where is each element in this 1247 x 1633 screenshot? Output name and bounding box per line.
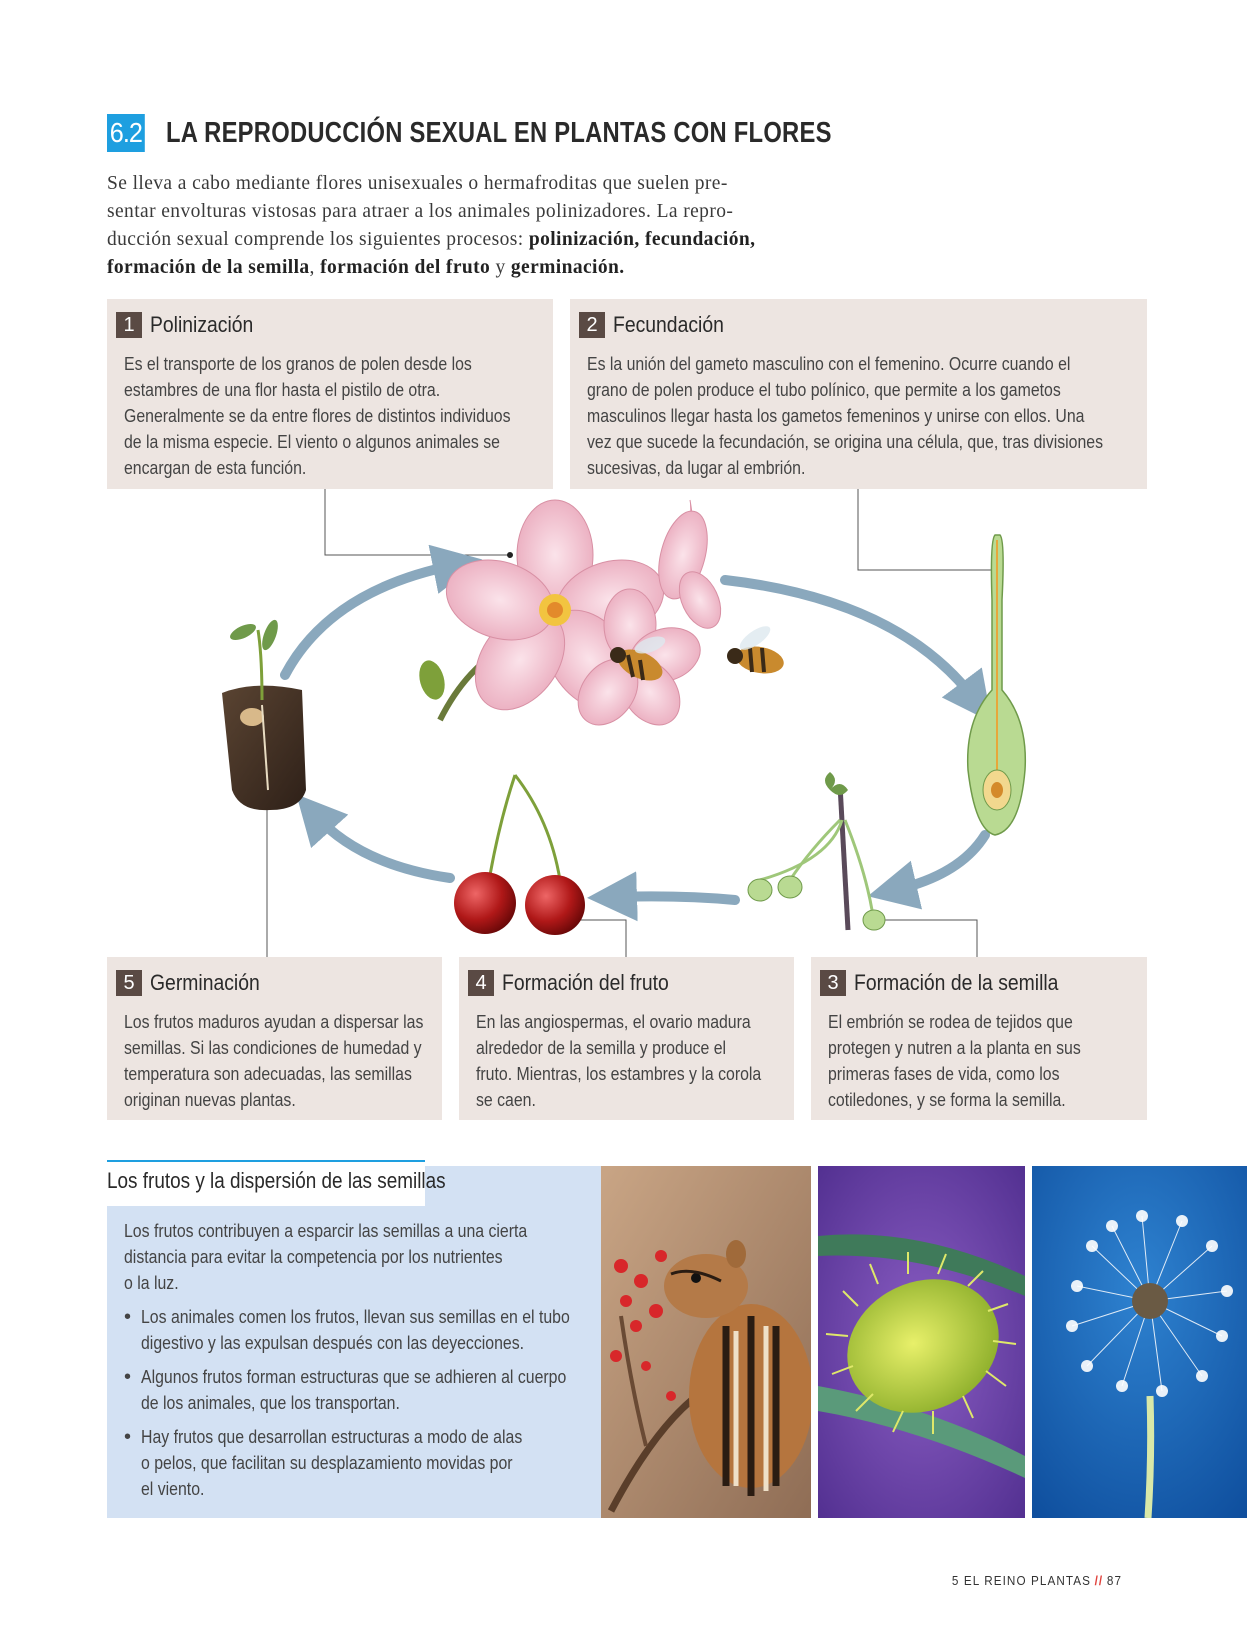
- step-title: Formación del fruto: [502, 970, 669, 995]
- step-text-line: primeras fases de vida, como los: [828, 1064, 1060, 1084]
- section-title: LA REPRODUCCIÓN SEXUAL EN PLANTAS CON FL…: [166, 117, 832, 149]
- step-text-line: masculinos llegar hasta los gametos feme…: [587, 406, 1085, 426]
- page-footer: 5 EL REINO PLANTAS//87: [952, 1573, 1122, 1588]
- step-box-fruit: 4 Formación del fruto En las angiospermas…: [459, 957, 794, 1120]
- dispersion-intro-line: o la luz.: [124, 1273, 179, 1293]
- germination-illustration: [222, 619, 306, 811]
- photo-dandelion: [1032, 1166, 1247, 1518]
- arrow-flower-to-ovule: [720, 575, 992, 723]
- step-text-line: El embrión se rodea de tejidos que: [828, 1012, 1073, 1032]
- step-text: Es el transporte de los granos de polen …: [124, 351, 563, 481]
- intro-paragraph: Se lleva a cabo mediante flores unisexua…: [107, 170, 790, 282]
- step-text-line: cotiledones, y se forma la semilla.: [828, 1090, 1066, 1110]
- bullet-line: de los animales, que los transportan.: [141, 1393, 400, 1413]
- step-number: 2: [579, 312, 605, 338]
- photo-burr-fruit: [818, 1166, 1025, 1518]
- step-text-line: de la misma especie. El viento o algunos…: [124, 432, 500, 452]
- section-number: 6.2: [107, 114, 145, 152]
- intro-line: Se lleva a cabo mediante flores unisexua…: [107, 173, 728, 194]
- step-number: 1: [116, 312, 142, 338]
- step-text-line: encargan de esta función.: [124, 458, 307, 478]
- dispersion-text: Los frutos contribuyen a esparcir las se…: [124, 1218, 628, 1502]
- step-text-line: temperatura son adecuadas, las semillas: [124, 1064, 412, 1084]
- intro-line: ducción sexual comprende los siguientes …: [107, 229, 529, 250]
- step-title: Formación de la semilla: [854, 970, 1059, 995]
- arrow-ovule-to-seed: [867, 830, 990, 910]
- connector-pollination: [324, 489, 510, 556]
- bullet-line: el viento.: [141, 1479, 205, 1499]
- footer-chapter: 5 EL REINO PLANTAS: [951, 1573, 1091, 1588]
- step-text-line: vez que sucede la fecundación, se origin…: [587, 432, 1104, 452]
- arrow-fruit-to-sprout: [296, 794, 455, 883]
- connector-seed: [873, 919, 978, 957]
- step-title: Germinación: [150, 970, 260, 995]
- step-text-line: Los frutos maduros ayudan a dispersar la…: [124, 1012, 424, 1032]
- dispersion-title-tab: [107, 1160, 425, 1206]
- step-text: En las angiospermas, el ovario madura al…: [476, 1009, 800, 1113]
- intro-bold: germinación.: [510, 257, 625, 278]
- dispersion-intro-line: distancia para evitar la competencia por…: [124, 1247, 503, 1267]
- step-text-line: Es la unión del gameto masculino con el …: [587, 354, 1071, 374]
- step-box-fertilization: 2 Fecundación Es la unión del gameto masc…: [570, 299, 1147, 489]
- step-text-line: semillas. Si las condiciones de humedad …: [124, 1038, 422, 1058]
- step-text-line: protegen y nutren a la planta en sus: [828, 1038, 1081, 1058]
- intro-sep: ,: [309, 257, 321, 278]
- step-box-germination: 5 Germinación Los frutos maduros ayudan a…: [107, 957, 442, 1120]
- flower-illustration: [419, 499, 722, 726]
- step-text: Los frutos maduros ayudan a dispersar la…: [124, 1009, 464, 1113]
- dispersion-intro-line: Los frutos contribuyen a esparcir las se…: [124, 1221, 528, 1241]
- intro-sep: y: [490, 257, 511, 278]
- step-text-line: En las angiospermas, el ovario madura: [476, 1012, 751, 1032]
- step-box-seed: 3 Formación de la semilla El embrión se r…: [811, 957, 1147, 1120]
- bullet-line: digestivo y las expulsan después con las…: [141, 1333, 525, 1353]
- step-text-line: se caen.: [476, 1090, 536, 1110]
- bullet-line: Algunos frutos forman estructuras que se…: [141, 1367, 567, 1387]
- intro-bold: formación del fruto: [320, 257, 491, 278]
- connector-fertilization: [857, 489, 995, 571]
- step-number: 4: [468, 970, 494, 996]
- arrow-germination-to-flower: [280, 544, 483, 680]
- burr-spines: [825, 1252, 1017, 1434]
- intro-bold: formación de la semilla: [107, 257, 310, 278]
- dispersion-title: Los frutos y la dispersión de las semill…: [107, 1168, 446, 1193]
- step-text-line: sucesivas, da lugar al embrión.: [587, 458, 806, 478]
- connector-lines: [266, 489, 995, 957]
- footer-page-number: 87: [1106, 1573, 1122, 1588]
- footer-separator: //: [1094, 1573, 1104, 1588]
- intro-line: sentar envolturas vistosas para atraer a…: [107, 201, 734, 222]
- ovule-illustration: [966, 534, 1027, 836]
- dandelion-pappus: [1071, 1215, 1228, 1392]
- bullet-line: Hay frutos que desarrollan estructuras a…: [141, 1427, 523, 1447]
- arrow-seed-to-fruit: [587, 871, 740, 922]
- step-text: El embrión se rodea de tejidos que prote…: [828, 1009, 1115, 1113]
- step-text-line: fruto. Mientras, los estambres y la coro…: [476, 1064, 762, 1084]
- bee-illustration: [727, 626, 784, 674]
- bee-illustration: [610, 636, 666, 681]
- step-text-line: alrededor de la semilla y produce el: [476, 1038, 727, 1058]
- cherries-illustration: [454, 774, 585, 935]
- step-number: 3: [820, 970, 846, 996]
- step-text-line: estambres de una flor hasta el pistilo d…: [124, 380, 441, 400]
- seed-formation-illustration: [747, 772, 886, 931]
- dispersion-bullet: Hay frutos que desarrollan estructuras a…: [124, 1424, 628, 1502]
- photo-chipmunk: [601, 1166, 811, 1518]
- step-text-line: Es el transporte de los granos de polen …: [124, 354, 472, 374]
- dispersion-bullet: Algunos frutos forman estructuras que se…: [124, 1364, 628, 1416]
- step-text-line: originan nuevas plantas.: [124, 1090, 296, 1110]
- bullet-line: Los animales comen los frutos, llevan su…: [141, 1307, 570, 1327]
- cycle-arrows: [280, 544, 992, 922]
- intro-bold: polinización, fecundación,: [528, 229, 756, 250]
- step-box-pollination: 1 Polinización Es el transporte de los gr…: [107, 299, 553, 489]
- step-text-line: Generalmente se da entre flores de disti…: [124, 406, 511, 426]
- step-text-line: grano de polen produce el tubo polínico,…: [587, 380, 1061, 400]
- step-title: Fecundación: [613, 312, 724, 337]
- connector-fruit: [572, 919, 627, 957]
- step-number: 5: [116, 970, 142, 996]
- step-title: Polinización: [150, 312, 254, 337]
- dispersion-bullet: Los animales comen los frutos, llevan su…: [124, 1304, 628, 1356]
- bullet-line: o pelos, que facilitan su desplazamiento…: [141, 1453, 513, 1473]
- step-text: Es la unión del gameto masculino con el …: [587, 351, 1173, 481]
